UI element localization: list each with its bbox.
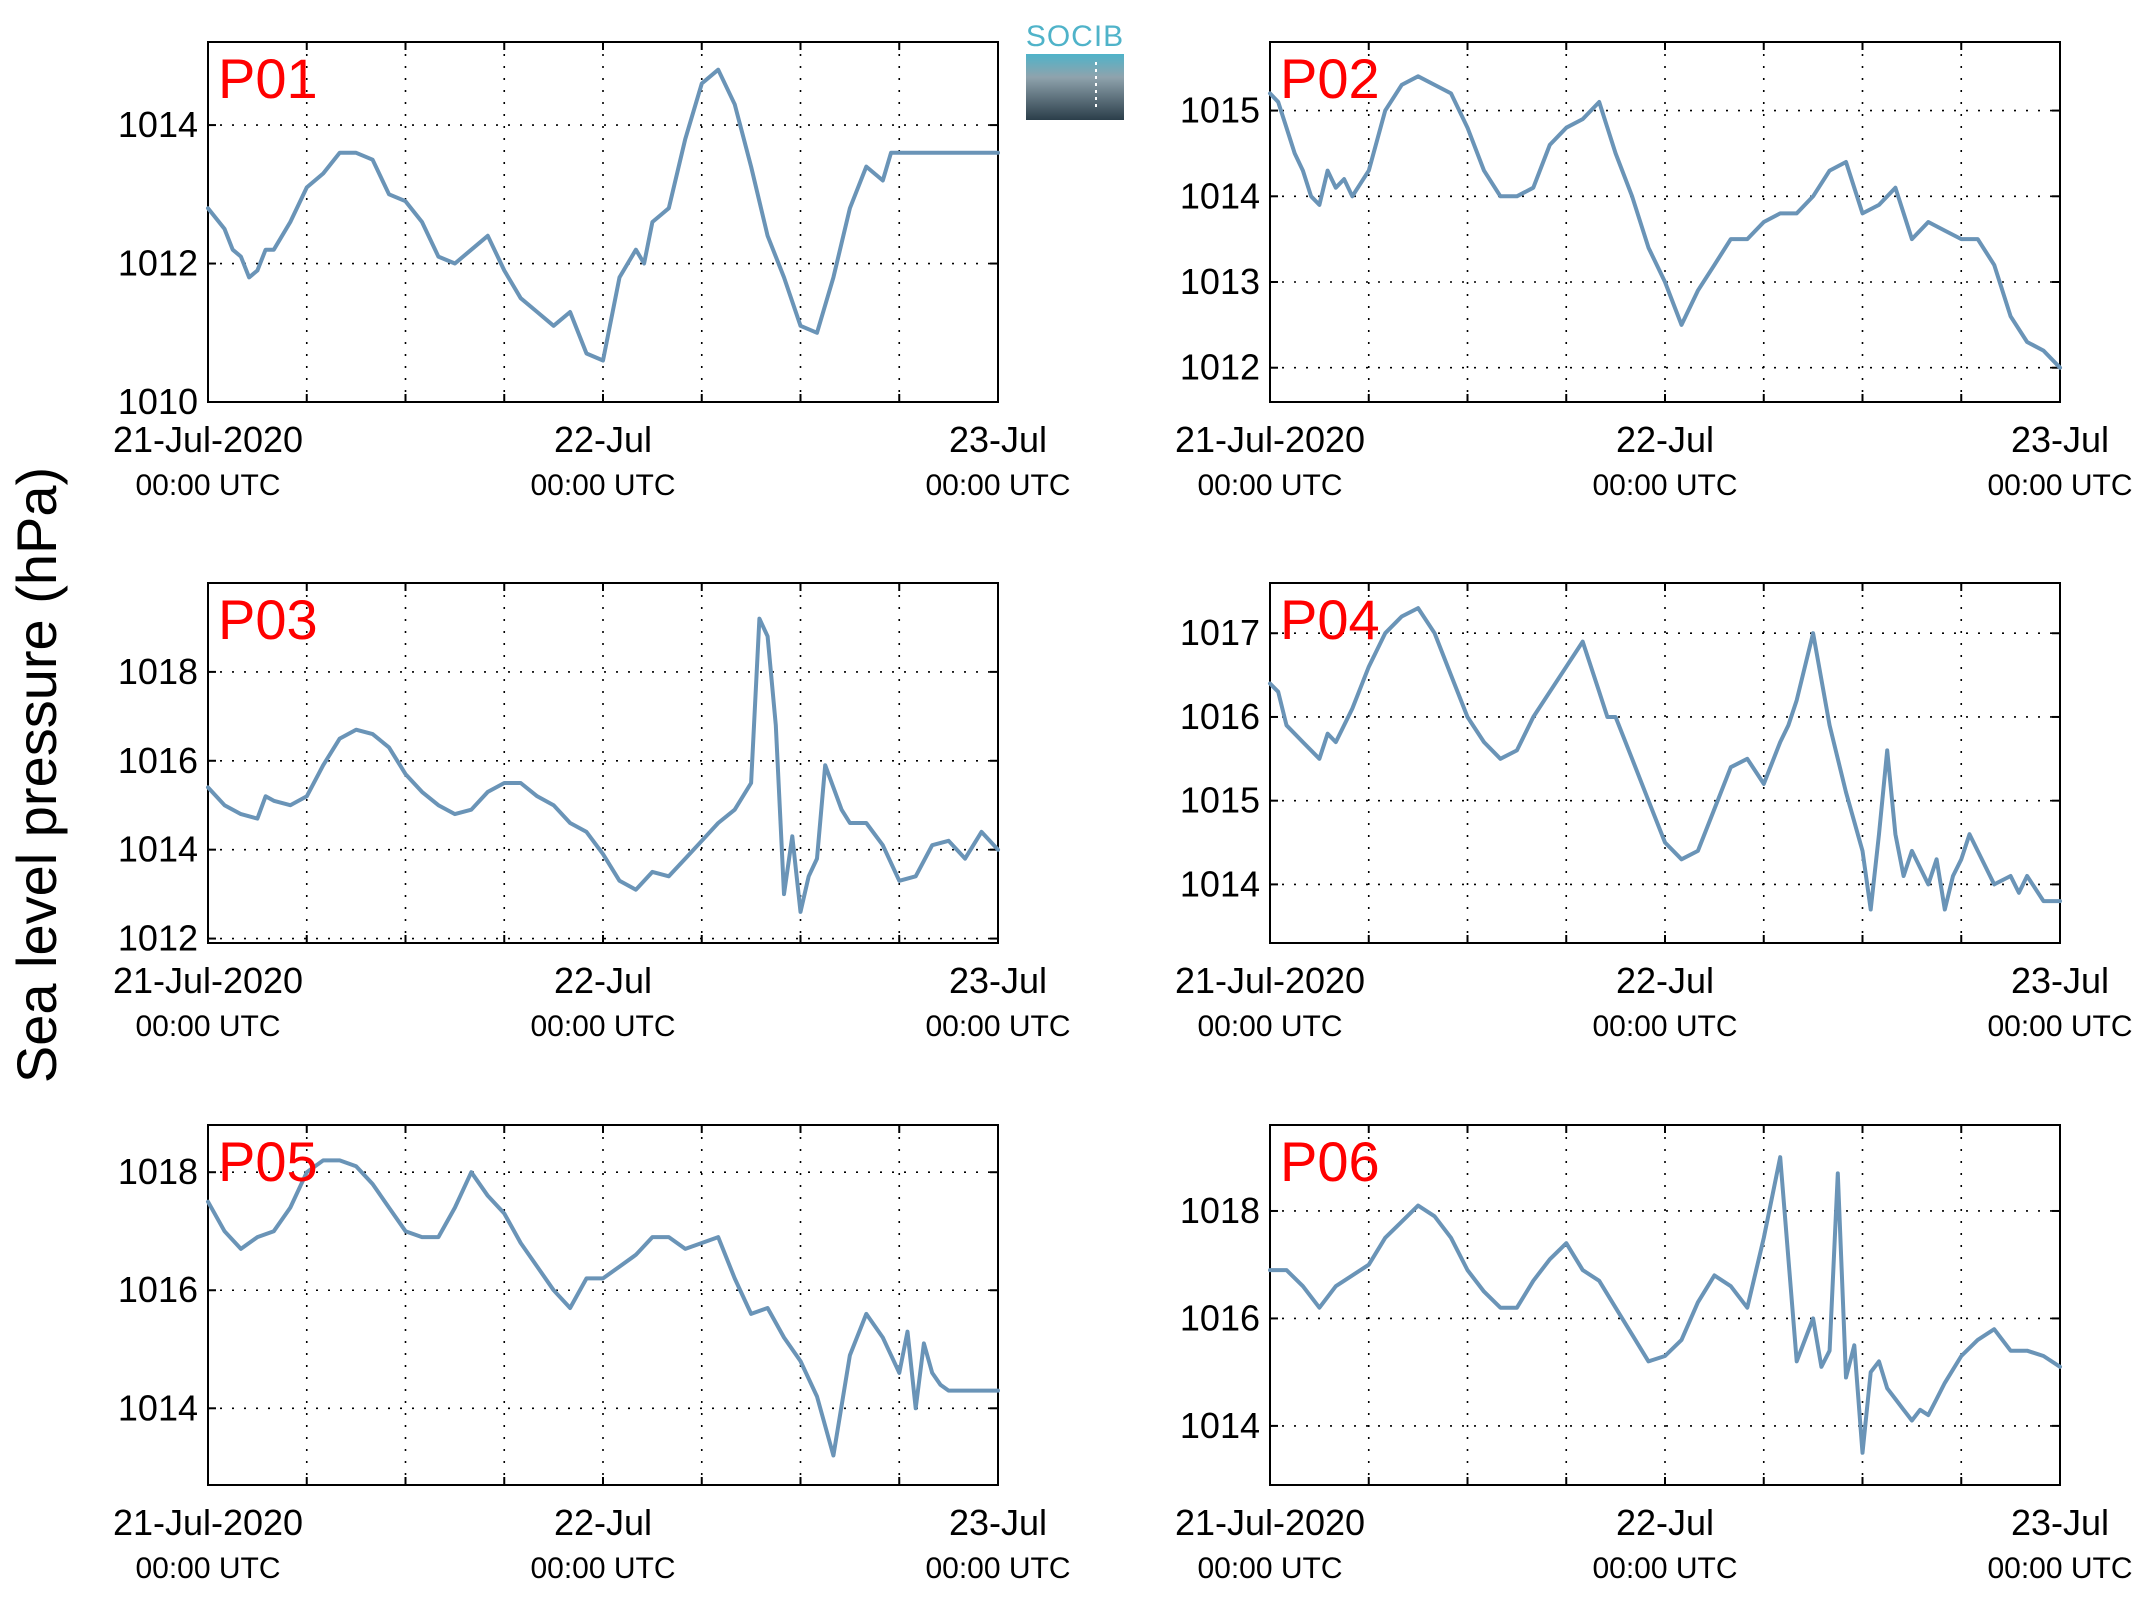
series-line-p01 <box>206 67 1000 363</box>
x-tick-date-label: 21-Jul-2020 <box>113 960 303 1001</box>
y-tick-label: 1015 <box>1180 780 1260 821</box>
x-tick-date-label: 22-Jul <box>1616 419 1714 460</box>
panel-label: P05 <box>218 1130 318 1193</box>
y-tick-label: 1017 <box>1180 612 1260 653</box>
x-tick-date-label: 22-Jul <box>1616 1502 1714 1543</box>
x-tick-date-label: 21-Jul-2020 <box>113 419 303 460</box>
x-tick-date-label: 22-Jul <box>554 960 652 1001</box>
x-tick-date-label: 21-Jul-2020 <box>1175 1502 1365 1543</box>
x-tick-date-label: 23-Jul <box>949 960 1047 1001</box>
x-tick-time-label: 00:00 UTC <box>135 1552 280 1585</box>
y-tick-label: 1018 <box>118 651 198 692</box>
y-axis-label: Sea level pressure (hPa) <box>5 467 68 1083</box>
x-tick-time-label: 00:00 UTC <box>135 1010 280 1043</box>
y-tick-label: 1014 <box>118 104 198 145</box>
x-tick-date-label: 23-Jul <box>2011 1502 2109 1543</box>
x-tick-time-label: 00:00 UTC <box>1197 469 1342 502</box>
x-tick-time-label: 00:00 UTC <box>1987 469 2132 502</box>
x-tick-date-label: 21-Jul-2020 <box>1175 960 1365 1001</box>
x-tick-time-label: 00:00 UTC <box>1197 1010 1342 1043</box>
y-tick-label: 1012 <box>118 243 198 284</box>
y-tick-label: 1012 <box>1180 347 1260 388</box>
x-tick-date-label: 23-Jul <box>2011 419 2109 460</box>
y-tick-label: 1014 <box>1180 1405 1260 1446</box>
panel-p01: 1010 1012 1014 21-Jul-2020 00:00 UTC 22-Jul 00… <box>113 41 1071 502</box>
y-tick-label: 1018 <box>1180 1190 1260 1231</box>
y-tick-label: 1016 <box>118 740 198 781</box>
x-tick-time-label: 00:00 UTC <box>530 1552 675 1585</box>
y-tick-label: 1014 <box>1180 863 1260 904</box>
x-tick-time-label: 00:00 UTC <box>1592 1552 1737 1585</box>
y-tick-label: 1014 <box>1180 175 1260 216</box>
y-tick-label: 1016 <box>1180 696 1260 737</box>
panel-label: P01 <box>218 47 318 110</box>
x-tick-time-label: 00:00 UTC <box>1592 469 1737 502</box>
panel-p03: 1012 1014 1016 1018 21-Jul-2020 00:00 UTC 22-J… <box>113 582 1071 1043</box>
socib-logo: SOCIB <box>1026 20 1124 120</box>
x-tick-date-label: 22-Jul <box>554 419 652 460</box>
y-tick-label: 1010 <box>118 381 198 422</box>
y-tick-label: 1016 <box>1180 1297 1260 1338</box>
x-tick-time-label: 00:00 UTC <box>1987 1552 2132 1585</box>
series-line-p06 <box>1268 1155 2062 1455</box>
x-tick-date-label: 23-Jul <box>949 419 1047 460</box>
x-tick-date-label: 23-Jul <box>949 1502 1047 1543</box>
panel-p05: 1014 1016 1018 21-Jul-2020 00:00 UTC 22-Jul 00… <box>113 1124 1071 1585</box>
y-tick-label: 1012 <box>118 918 198 959</box>
x-tick-time-label: 00:00 UTC <box>1987 1010 2132 1043</box>
y-tick-label: 1016 <box>118 1269 198 1310</box>
series-line-p05 <box>206 1158 1000 1458</box>
panel-label: P06 <box>1280 1130 1380 1193</box>
x-tick-date-label: 21-Jul-2020 <box>113 1502 303 1543</box>
panel-label: P04 <box>1280 588 1380 651</box>
series-line-p02 <box>1268 74 2062 370</box>
x-tick-time-label: 00:00 UTC <box>530 1010 675 1043</box>
panel-label: P03 <box>218 588 318 651</box>
panel-label: P02 <box>1280 47 1380 110</box>
x-tick-time-label: 00:00 UTC <box>925 1552 1070 1585</box>
panel-p04: 1014 1015 1016 1017 21-Jul-2020 00:00 UTC 22-J… <box>1175 582 2133 1043</box>
x-tick-date-label: 23-Jul <box>2011 960 2109 1001</box>
x-tick-date-label: 22-Jul <box>554 1502 652 1543</box>
x-tick-time-label: 00:00 UTC <box>1592 1010 1737 1043</box>
panel-p06: 1014 1016 1018 21-Jul-2020 00:00 UTC 22-Jul 00… <box>1175 1124 2133 1585</box>
x-tick-time-label: 00:00 UTC <box>135 469 280 502</box>
x-tick-time-label: 00:00 UTC <box>1197 1552 1342 1585</box>
x-tick-time-label: 00:00 UTC <box>925 469 1070 502</box>
x-tick-date-label: 21-Jul-2020 <box>1175 419 1365 460</box>
panel-p02: 1012 1013 1014 1015 21-Jul-2020 00:00 UTC 22-J… <box>1175 41 2133 502</box>
x-tick-date-label: 22-Jul <box>1616 960 1714 1001</box>
y-tick-label: 1014 <box>118 1387 198 1428</box>
series-line-p03 <box>206 616 1000 914</box>
y-tick-label: 1018 <box>118 1151 198 1192</box>
y-tick-label: 1015 <box>1180 90 1260 131</box>
x-tick-time-label: 00:00 UTC <box>530 469 675 502</box>
x-tick-time-label: 00:00 UTC <box>925 1010 1070 1043</box>
series-line-p04 <box>1268 606 2062 912</box>
y-tick-label: 1014 <box>118 829 198 870</box>
socib-logo-text: SOCIB <box>1026 20 1124 53</box>
y-tick-label: 1013 <box>1180 261 1260 302</box>
